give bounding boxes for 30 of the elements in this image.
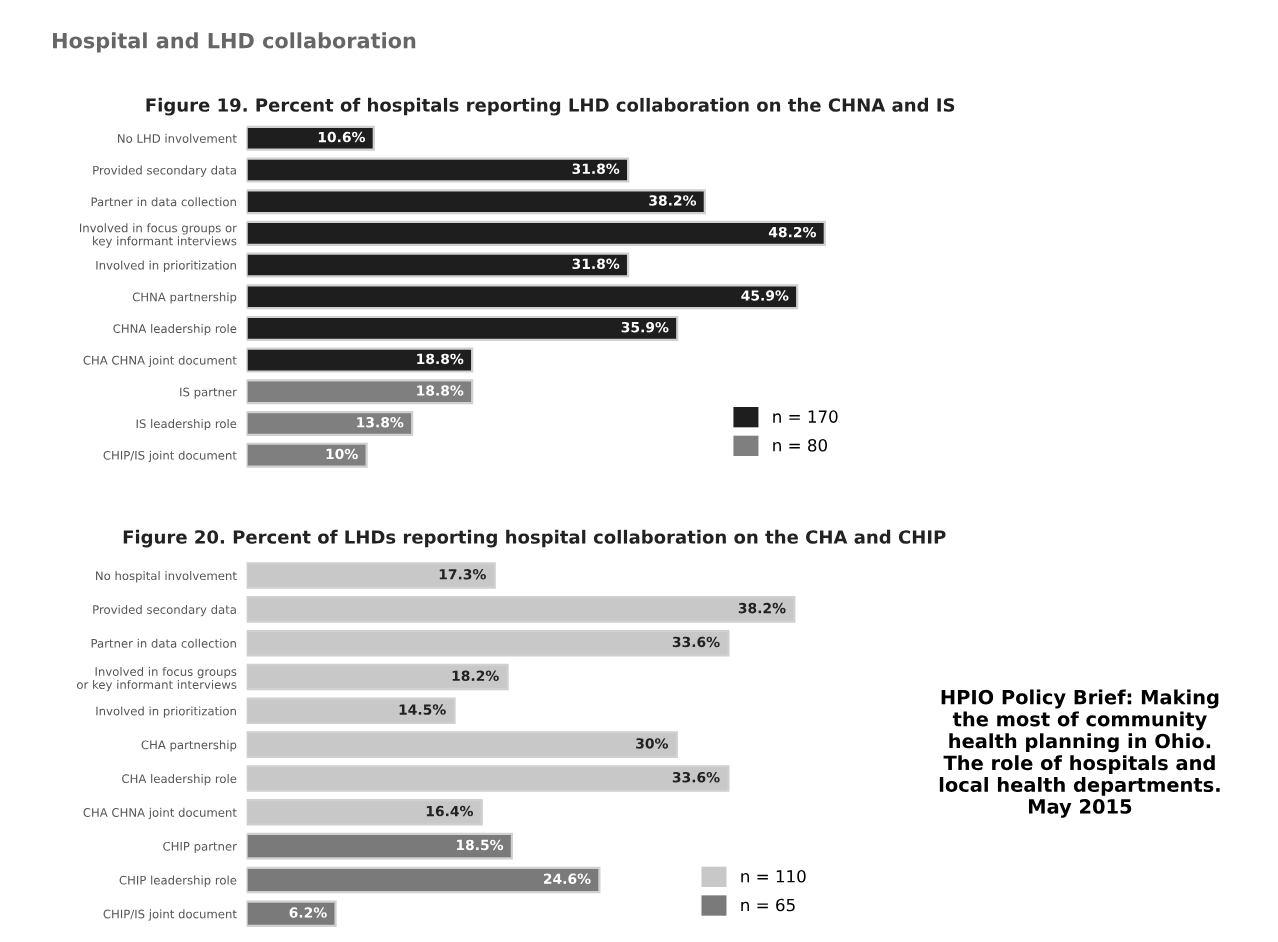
bar: [246, 347, 474, 373]
chart-subtitle: Figure 19. Percent of hospitals reporting LHD collaboration on the CHNA and IS: [146, 97, 955, 116]
legend-label: n = 110: [741, 869, 806, 883]
bar: [246, 629, 730, 657]
bar: [246, 220, 826, 246]
bar: [246, 125, 375, 151]
legend-label: n = 65: [741, 898, 795, 912]
bar: [246, 731, 678, 758]
chart-title: Hospital and LHD collaboration: [53, 32, 416, 53]
bar: [246, 252, 630, 278]
bar: [246, 900, 337, 928]
legend-label: n = 80: [773, 438, 827, 452]
bar: [246, 410, 414, 436]
bar: [246, 596, 796, 623]
bar: [246, 663, 509, 691]
bar: [246, 157, 630, 183]
chart-subtitle: Figure 20. Percent of LHDs reporting hospital collaboration on the CHA and CHIP: [123, 529, 946, 548]
bar: [246, 832, 514, 860]
bar: [246, 442, 368, 468]
text: HPIO Policy Brief: Making the most of community health planning in Ohio. The role of hospitals and local health departments. May 2015: [939, 689, 1220, 818]
bar: [246, 866, 601, 894]
legend-label: n = 170: [773, 410, 838, 423]
bar: [246, 765, 730, 792]
bar: [246, 189, 706, 215]
bar: [246, 284, 799, 310]
bar: [246, 315, 679, 341]
bar: [246, 697, 456, 725]
bar: [246, 379, 474, 405]
bar: [246, 799, 483, 826]
bar: [246, 562, 496, 589]
